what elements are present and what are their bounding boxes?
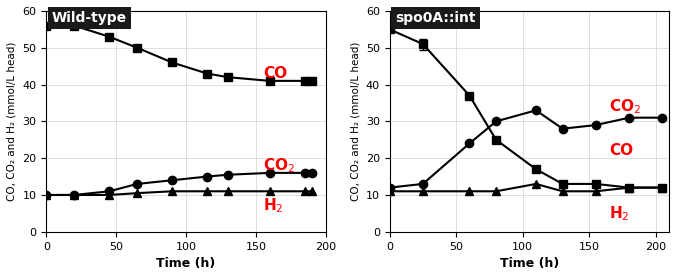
- Text: spo0A: spo0A: [0, 276, 1, 277]
- Text: Wild-type: Wild-type: [52, 11, 127, 25]
- Y-axis label: CO, CO₂ and H₂ (mmol/L head): CO, CO₂ and H₂ (mmol/L head): [7, 42, 17, 201]
- Text: H$_2$: H$_2$: [263, 197, 283, 215]
- Text: CO: CO: [263, 66, 287, 81]
- Text: CO: CO: [609, 143, 633, 158]
- Text: H$_2$: H$_2$: [609, 204, 630, 223]
- X-axis label: Time (h): Time (h): [500, 257, 559, 270]
- Text: CO$_2$: CO$_2$: [263, 156, 295, 175]
- Y-axis label: CO, CO₂ and H₂ (mmol/L head): CO, CO₂ and H₂ (mmol/L head): [350, 42, 360, 201]
- Text: spo0A::int: spo0A::int: [395, 11, 476, 25]
- Text: CO$_2$: CO$_2$: [609, 97, 641, 116]
- X-axis label: Time (h): Time (h): [156, 257, 216, 270]
